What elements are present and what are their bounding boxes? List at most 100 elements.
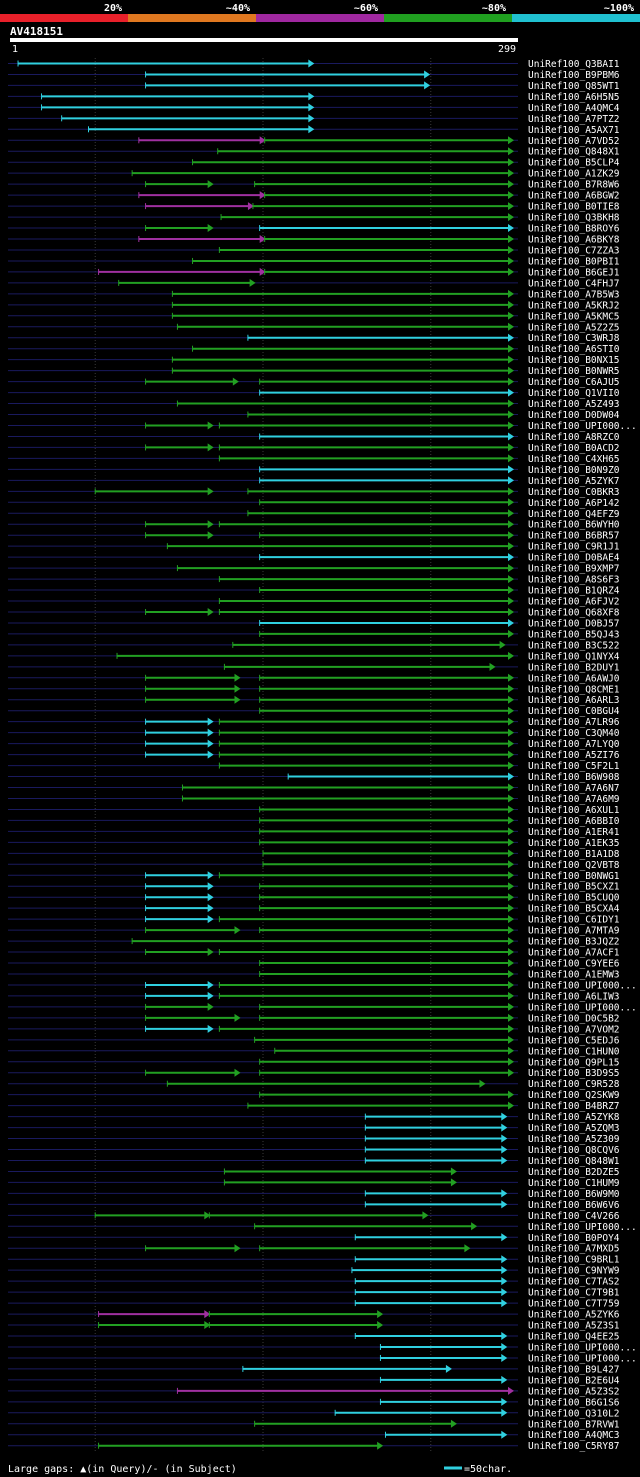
hit-label[interactable]: UniRef100_B5QJ43 <box>528 629 620 640</box>
hit-label[interactable]: UniRef100_UPI000... <box>528 421 637 432</box>
hit-row[interactable]: UniRef100_C6IDY1 <box>8 915 620 926</box>
hit-row[interactable]: UniRef100_A6BKY8 <box>8 235 620 246</box>
hit-row[interactable]: UniRef100_C9R1J1 <box>8 542 620 553</box>
hit-label[interactable]: UniRef100_A5Z2Z5 <box>528 322 620 333</box>
hit-label[interactable]: UniRef100_C0BGU4 <box>528 706 620 717</box>
hit-row[interactable]: UniRef100_UPI000... <box>8 1002 637 1013</box>
hit-label[interactable]: UniRef100_UPI000... <box>528 1353 637 1364</box>
hit-label[interactable]: UniRef100_B3D9S5 <box>528 1068 620 1079</box>
hit-label[interactable]: UniRef100_A1ZK29 <box>528 169 620 180</box>
hit-row[interactable]: UniRef100_UPI000... <box>8 1353 637 1364</box>
hit-row[interactable]: UniRef100_A6BBI0 <box>8 816 620 827</box>
hit-row[interactable]: UniRef100_A7MXD5 <box>8 1244 620 1255</box>
hit-row[interactable]: UniRef100_B7RVW1 <box>8 1419 620 1430</box>
hit-label[interactable]: UniRef100_B0ACD2 <box>528 443 620 454</box>
hit-label[interactable]: UniRef100_A5ZQM3 <box>528 1123 620 1134</box>
hit-label[interactable]: UniRef100_A6ARL3 <box>528 695 620 706</box>
hit-label[interactable]: UniRef100_Q8CME1 <box>528 684 620 695</box>
hit-row[interactable]: UniRef100_B0POY4 <box>8 1233 620 1244</box>
hit-label[interactable]: UniRef100_C4XH65 <box>528 454 620 465</box>
hit-label[interactable]: UniRef100_Q2SKW9 <box>528 1090 620 1101</box>
hit-row[interactable]: UniRef100_A5ZI76 <box>8 750 620 761</box>
hit-label[interactable]: UniRef100_A5ZYK8 <box>528 1112 620 1123</box>
hit-row[interactable]: UniRef100_B0NWG1 <box>8 871 620 882</box>
hit-row[interactable]: UniRef100_C9BRL1 <box>8 1255 620 1266</box>
hit-label[interactable]: UniRef100_Q848X1 <box>528 147 620 158</box>
hit-label[interactable]: UniRef100_C9BRL1 <box>528 1255 620 1266</box>
hit-row[interactable]: UniRef100_B5CUQ0 <box>8 893 620 904</box>
hit-row[interactable]: UniRef100_A1EMW3 <box>8 969 620 980</box>
hit-label[interactable]: UniRef100_Q310L2 <box>528 1408 620 1419</box>
hit-label[interactable]: UniRef100_A5Z493 <box>528 399 620 410</box>
hit-row[interactable]: UniRef100_A6AWJ0 <box>8 673 620 684</box>
hit-row[interactable]: UniRef100_Q848X1 <box>8 147 620 158</box>
hit-label[interactable]: UniRef100_B8ROY6 <box>528 224 620 235</box>
hit-row[interactable]: UniRef100_A5AX71 <box>8 125 620 136</box>
hit-row[interactable]: UniRef100_B1A1D8 <box>8 849 620 860</box>
hit-row[interactable]: UniRef100_Q4EE25 <box>8 1332 620 1343</box>
hit-row[interactable]: UniRef100_B9L427 <box>8 1364 620 1375</box>
hit-row[interactable]: UniRef100_A6ARL3 <box>8 695 620 706</box>
hit-label[interactable]: UniRef100_Q4EFZ9 <box>528 509 620 520</box>
hit-label[interactable]: UniRef100_A7MXD5 <box>528 1244 620 1255</box>
hit-row[interactable]: UniRef100_A1ZK29 <box>8 169 620 180</box>
hit-row[interactable]: UniRef100_C9NYW9 <box>8 1266 620 1277</box>
hit-row[interactable]: UniRef100_A5Z309 <box>8 1134 620 1145</box>
hit-row[interactable]: UniRef100_A6BGW2 <box>8 191 620 202</box>
hit-label[interactable]: UniRef100_A1EK35 <box>528 838 620 849</box>
hit-label[interactable]: UniRef100_C4V266 <box>528 1211 620 1222</box>
hit-label[interactable]: UniRef100_A1ER41 <box>528 827 620 838</box>
hit-label[interactable]: UniRef100_A6AWJ0 <box>528 673 620 684</box>
hit-row[interactable]: UniRef100_B3C522 <box>8 640 620 651</box>
hit-label[interactable]: UniRef100_B0PBI1 <box>528 256 620 267</box>
hit-label[interactable]: UniRef100_Q848W1 <box>528 1156 620 1167</box>
hit-row[interactable]: UniRef100_A5ZYK8 <box>8 1112 620 1123</box>
hit-label[interactable]: UniRef100_A7MTA9 <box>528 926 620 937</box>
hit-label[interactable]: UniRef100_Q2VBT8 <box>528 860 620 871</box>
hit-row[interactable]: UniRef100_B0TIE8 <box>8 202 620 213</box>
hit-row[interactable]: UniRef100_B6W6V6 <box>8 1200 620 1211</box>
hit-label[interactable]: UniRef100_D0BJ57 <box>528 618 620 629</box>
hit-row[interactable]: UniRef100_A6XUL1 <box>8 805 620 816</box>
hit-label[interactable]: UniRef100_A8RZC0 <box>528 432 620 443</box>
hit-label[interactable]: UniRef100_Q8CQV6 <box>528 1145 620 1156</box>
hit-label[interactable]: UniRef100_C7TAS2 <box>528 1277 620 1288</box>
hit-label[interactable]: UniRef100_A7VOM2 <box>528 1024 620 1035</box>
hit-row[interactable]: UniRef100_Q4EFZ9 <box>8 509 620 520</box>
hit-label[interactable]: UniRef100_A5Z3S2 <box>528 1386 620 1397</box>
hit-label[interactable]: UniRef100_B0TIE8 <box>528 202 620 213</box>
hit-label[interactable]: UniRef100_A6BBI0 <box>528 816 620 827</box>
hit-row[interactable]: UniRef100_C5EDJ6 <box>8 1035 620 1046</box>
hit-row[interactable]: UniRef100_A4QMC4 <box>8 103 620 114</box>
hit-label[interactable]: UniRef100_A6STI0 <box>528 344 620 355</box>
hit-row[interactable]: UniRef100_B9XMP7 <box>8 564 620 575</box>
hit-row[interactable]: UniRef100_Q310L2 <box>8 1408 620 1419</box>
hit-row[interactable]: UniRef100_Q3BKH8 <box>8 213 620 224</box>
hit-label[interactable]: UniRef100_C5F2L1 <box>528 761 620 772</box>
hit-row[interactable]: UniRef100_B0NX15 <box>8 355 620 366</box>
hit-row[interactable]: UniRef100_B2DZE5 <box>8 1167 620 1178</box>
hit-label[interactable]: UniRef100_C0BKR3 <box>528 487 620 498</box>
hit-label[interactable]: UniRef100_C7T9B1 <box>528 1288 620 1299</box>
hit-label[interactable]: UniRef100_C9YEE6 <box>528 959 620 970</box>
hit-row[interactable]: UniRef100_A6STI0 <box>8 344 620 355</box>
hit-label[interactable]: UniRef100_A8S6F3 <box>528 575 620 586</box>
hit-label[interactable]: UniRef100_C5RY87 <box>528 1441 620 1452</box>
hit-row[interactable]: UniRef100_A1EK35 <box>8 838 620 849</box>
hit-row[interactable]: UniRef100_D0DW04 <box>8 410 620 421</box>
hit-row[interactable]: UniRef100_C5RY87 <box>8 1441 620 1452</box>
hit-label[interactable]: UniRef100_A6BKY8 <box>528 235 620 246</box>
hit-row[interactable]: UniRef100_A8S6F3 <box>8 575 620 586</box>
hit-label[interactable]: UniRef100_A6BGW2 <box>528 191 620 202</box>
hit-row[interactable]: UniRef100_Q848W1 <box>8 1156 620 1167</box>
hit-row[interactable]: UniRef100_Q3BAI1 <box>8 59 620 70</box>
hit-row[interactable]: UniRef100_B7R8W6 <box>8 180 620 191</box>
hit-label[interactable]: UniRef100_C9R1J1 <box>528 542 620 553</box>
hit-row[interactable]: UniRef100_A8RZC0 <box>8 432 620 443</box>
hit-label[interactable]: UniRef100_B5CXA4 <box>528 904 620 915</box>
hit-row[interactable]: UniRef100_A6FJV2 <box>8 597 620 608</box>
hit-row[interactable]: UniRef100_A7A6M9 <box>8 794 620 805</box>
hit-row[interactable]: UniRef100_B3D9S5 <box>8 1068 620 1079</box>
hit-row[interactable]: UniRef100_A6P142 <box>8 498 620 509</box>
hit-row[interactable]: UniRef100_B0PBI1 <box>8 256 620 267</box>
